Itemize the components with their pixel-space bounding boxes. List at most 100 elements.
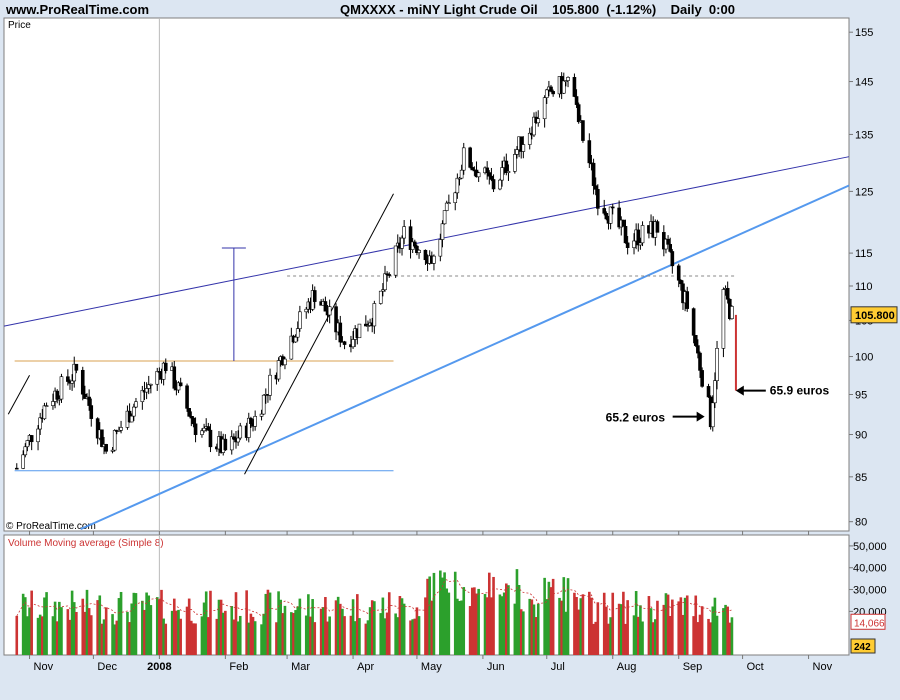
volume-bar — [85, 589, 89, 655]
volume-bar — [356, 594, 359, 655]
candle-body — [134, 401, 138, 408]
candle-body — [498, 179, 502, 190]
candle-body — [366, 325, 370, 327]
candle-body — [596, 189, 600, 209]
candle-body — [544, 89, 549, 98]
volume-bar — [577, 609, 580, 655]
candle-body — [246, 417, 251, 438]
volume-bar — [534, 617, 538, 655]
candle-body — [655, 221, 660, 233]
volume-bar — [366, 620, 370, 655]
y-tick-label: 95 — [855, 390, 867, 402]
candle-body — [706, 386, 711, 398]
candle-body — [725, 288, 730, 300]
volume-bar — [147, 595, 151, 655]
volume-bar — [51, 616, 55, 655]
candle-body — [289, 335, 294, 360]
volume-bar — [700, 606, 704, 655]
candle-body — [432, 255, 436, 264]
volume-bar — [558, 597, 561, 655]
candle-body — [51, 401, 55, 406]
volume-bar — [221, 612, 225, 655]
volume-bar — [247, 622, 251, 655]
candle-body — [408, 226, 413, 250]
candle-body — [640, 225, 645, 244]
volume-bar — [530, 599, 534, 655]
candle-body — [119, 427, 123, 431]
candle-body — [83, 393, 87, 399]
volume-bars — [15, 569, 734, 655]
candle-body — [574, 96, 579, 105]
volume-bar — [545, 599, 549, 655]
volume-bar — [632, 615, 636, 655]
volume-bar — [641, 621, 644, 655]
volume-bar — [619, 604, 623, 655]
volume-bar — [507, 585, 510, 655]
candle-body — [676, 265, 681, 281]
candle-body — [334, 306, 338, 333]
candle-body — [696, 345, 700, 354]
volume-bar — [143, 609, 146, 655]
y-tick-label: 135 — [855, 129, 873, 141]
last-price-box — [850, 306, 898, 324]
candle-body — [444, 202, 449, 211]
site-name[interactable]: www.ProRealTime.com — [6, 2, 150, 17]
volume-bar — [36, 617, 40, 655]
candle-body — [383, 273, 387, 291]
candle-body — [29, 435, 34, 443]
candle-body — [387, 274, 392, 276]
volume-bar — [145, 592, 148, 655]
volume-bar — [445, 588, 449, 655]
volume-bar — [215, 618, 219, 655]
candle-body — [378, 290, 383, 304]
volume-bar — [664, 593, 668, 655]
candle-body — [149, 383, 153, 386]
candle-body — [625, 242, 630, 248]
volume-bar — [104, 607, 108, 655]
x-tick-label: Jun — [487, 661, 505, 673]
volume-bar — [424, 597, 427, 655]
volume-bar — [249, 613, 253, 655]
volume-bar — [70, 590, 74, 655]
candle-body — [623, 226, 628, 244]
candle-body — [423, 249, 428, 261]
volume-bar — [728, 622, 732, 655]
volume-bar — [602, 592, 606, 655]
x-tick-label: Nov — [34, 661, 54, 673]
candle-body — [38, 417, 42, 430]
volume-bar — [426, 578, 429, 655]
volume-bar — [505, 583, 508, 655]
lower-trend-line — [80, 184, 850, 531]
volume-bar — [502, 592, 506, 655]
candle-body — [459, 169, 464, 179]
candle-body — [129, 415, 134, 423]
volume-bar — [417, 616, 421, 655]
volume-bar — [605, 606, 608, 655]
candle-body — [44, 405, 49, 407]
candle-body — [715, 348, 719, 381]
volume-bar — [268, 592, 272, 655]
volume-bar — [651, 622, 655, 655]
volume-bar — [98, 595, 102, 655]
candle-body — [721, 289, 726, 349]
candle-body — [549, 86, 553, 92]
volume-bar — [588, 591, 591, 655]
candle-body — [57, 398, 62, 401]
x-tick-label: Sep — [683, 661, 703, 673]
volume-bar — [413, 618, 417, 655]
candle-body — [440, 223, 445, 240]
volume-bar — [328, 616, 331, 655]
volume-bar — [666, 594, 670, 655]
candle-body — [470, 167, 475, 171]
volume-bar — [562, 577, 566, 655]
volume-bar — [398, 596, 402, 655]
volume-bar — [475, 593, 478, 655]
candle-body — [364, 323, 368, 327]
volume-bar — [141, 600, 144, 655]
candle-body — [112, 430, 117, 451]
candle-body — [638, 242, 643, 246]
candle-body — [561, 80, 566, 94]
volume-bar — [468, 606, 472, 655]
candle-body — [163, 362, 168, 371]
